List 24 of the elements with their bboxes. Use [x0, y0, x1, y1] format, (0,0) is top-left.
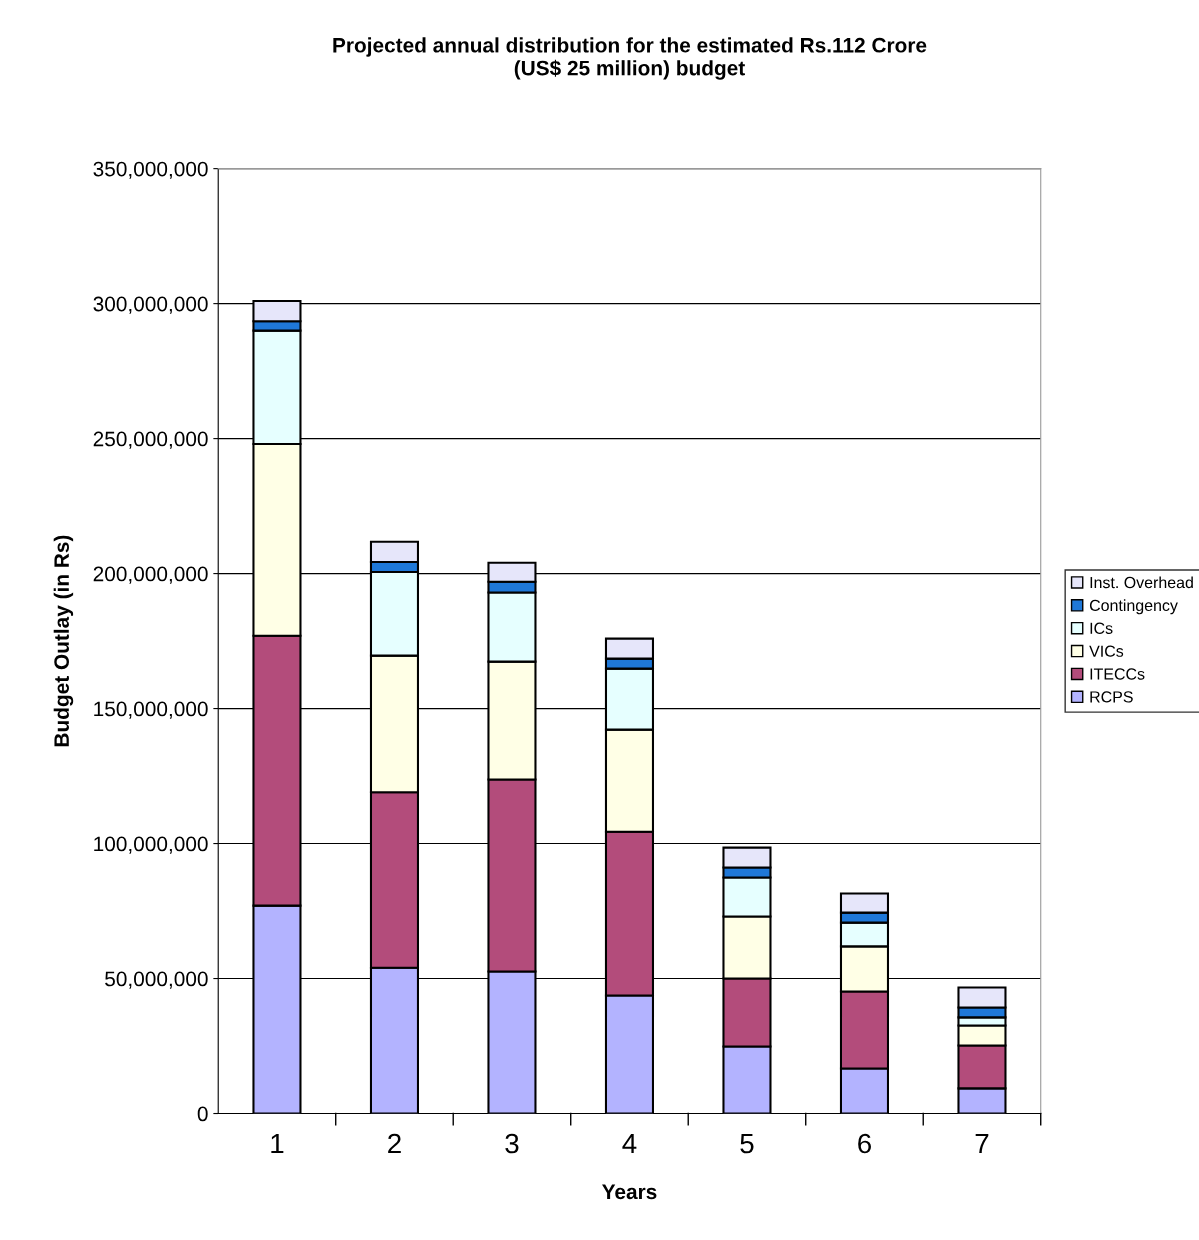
x-tick-label: 1	[271, 1133, 284, 1154]
y-tick-label: 100,000,000	[94, 836, 208, 854]
x-tick-label: 4	[622, 1133, 637, 1154]
x-tick-label: 3	[505, 1133, 519, 1154]
chart-title: Projected annual distribution for the estimated Rs.112 Crore (US$ 25 million) budget	[333, 37, 927, 80]
y-tick-label: 250,000,000	[93, 431, 208, 449]
y-tick-label: 300,000,000	[93, 296, 208, 314]
x-tick-label: 7	[975, 1133, 989, 1154]
legend-label: VICs	[1089, 645, 1124, 657]
legend-label: RCPS	[1090, 691, 1133, 703]
y-tick-label: 350,000,000	[93, 161, 208, 179]
legend-label: Contingency	[1089, 599, 1178, 615]
x-tick-label: 2	[388, 1133, 401, 1154]
legend-label: ITECCs	[1090, 668, 1145, 680]
y-axis-title: Budget Outlay (in Rs)	[53, 535, 74, 747]
x-tick-label: 6	[858, 1133, 871, 1154]
legend-label: ICs	[1090, 622, 1113, 634]
x-axis-title: Years	[602, 1184, 657, 1200]
y-tick-label: 0	[197, 1106, 208, 1122]
y-tick-label: 200,000,000	[93, 566, 208, 584]
legend-label: Inst. Overhead	[1090, 576, 1193, 589]
x-tick-label: 5	[740, 1133, 754, 1154]
y-tick-label: 150,000,000	[94, 701, 208, 719]
y-tick-label: 50,000,000	[105, 971, 208, 989]
